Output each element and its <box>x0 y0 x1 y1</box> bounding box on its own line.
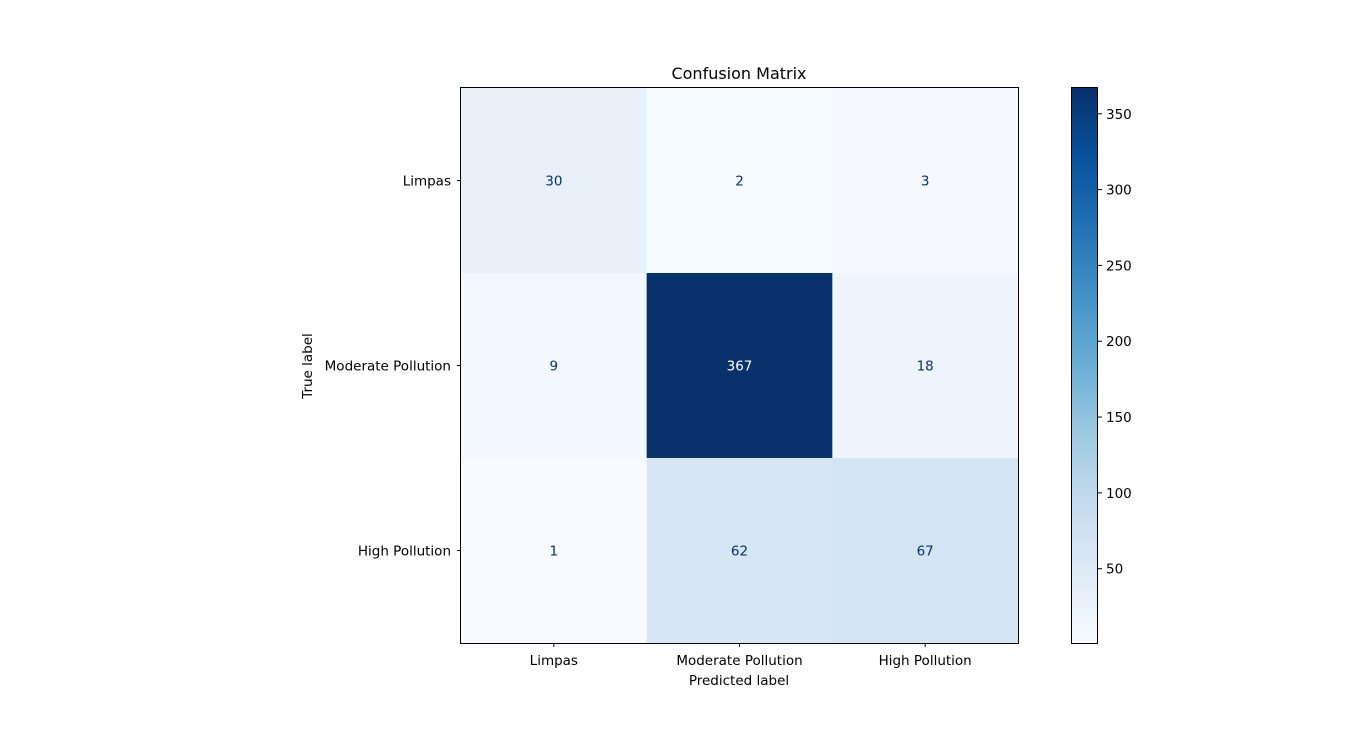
y-axis-label: True label <box>300 333 316 400</box>
heatmap-cell <box>646 88 833 274</box>
heatmap-cell <box>461 273 648 459</box>
cell-value-label: 30 <box>545 174 562 190</box>
colorbar-tick-label: 300 <box>1106 183 1132 199</box>
heatmap-cell <box>461 458 648 644</box>
colorbar-tick-label: 50 <box>1106 562 1123 578</box>
x-tick-label: High Pollution <box>879 653 972 669</box>
heatmap-cell <box>646 458 833 644</box>
x-axis-label: Predicted label <box>689 673 789 689</box>
x-tick-label: Moderate Pollution <box>676 653 802 669</box>
colorbar <box>1071 87 1098 644</box>
x-tick-label: Limpas <box>530 653 578 669</box>
heatmap-cell <box>832 458 1019 644</box>
heatmap-cells <box>461 88 1019 644</box>
chart-title: Confusion Matrix <box>671 64 806 83</box>
cell-value-label: 67 <box>917 544 934 560</box>
cell-value-label: 367 <box>727 359 753 375</box>
y-tick-label: Moderate Pollution <box>325 359 451 375</box>
colorbar-tick-label: 100 <box>1106 486 1132 502</box>
heatmap-cell-labels: 30 2 3 9 367 18 1 62 67 <box>545 174 934 560</box>
x-axis-ticks: Limpas Moderate Pollution High Pollution <box>530 643 972 669</box>
y-tick-label: High Pollution <box>358 544 451 560</box>
y-tick-label: Limpas <box>403 174 451 190</box>
colorbar-tick-label: 150 <box>1106 410 1132 426</box>
heatmap-cell <box>832 88 1019 274</box>
colorbar-tick-label: 350 <box>1106 107 1132 123</box>
cell-value-label: 1 <box>550 544 559 560</box>
colorbar-tick-label: 200 <box>1106 334 1132 350</box>
cell-value-label: 9 <box>550 359 559 375</box>
cell-value-label: 3 <box>921 174 930 190</box>
y-axis-ticks: Limpas Moderate Pollution High Pollution <box>325 174 461 560</box>
cell-value-label: 2 <box>735 174 744 190</box>
colorbar-ticks: 50 100 150 200 250 300 350 <box>1098 107 1132 578</box>
heatmap-cell <box>461 88 648 274</box>
cell-value-label: 62 <box>731 544 748 560</box>
colorbar-tick-label: 250 <box>1106 258 1132 274</box>
cell-value-label: 18 <box>917 359 934 375</box>
heatmap-cell <box>646 273 833 459</box>
heatmap-cell <box>832 273 1019 459</box>
